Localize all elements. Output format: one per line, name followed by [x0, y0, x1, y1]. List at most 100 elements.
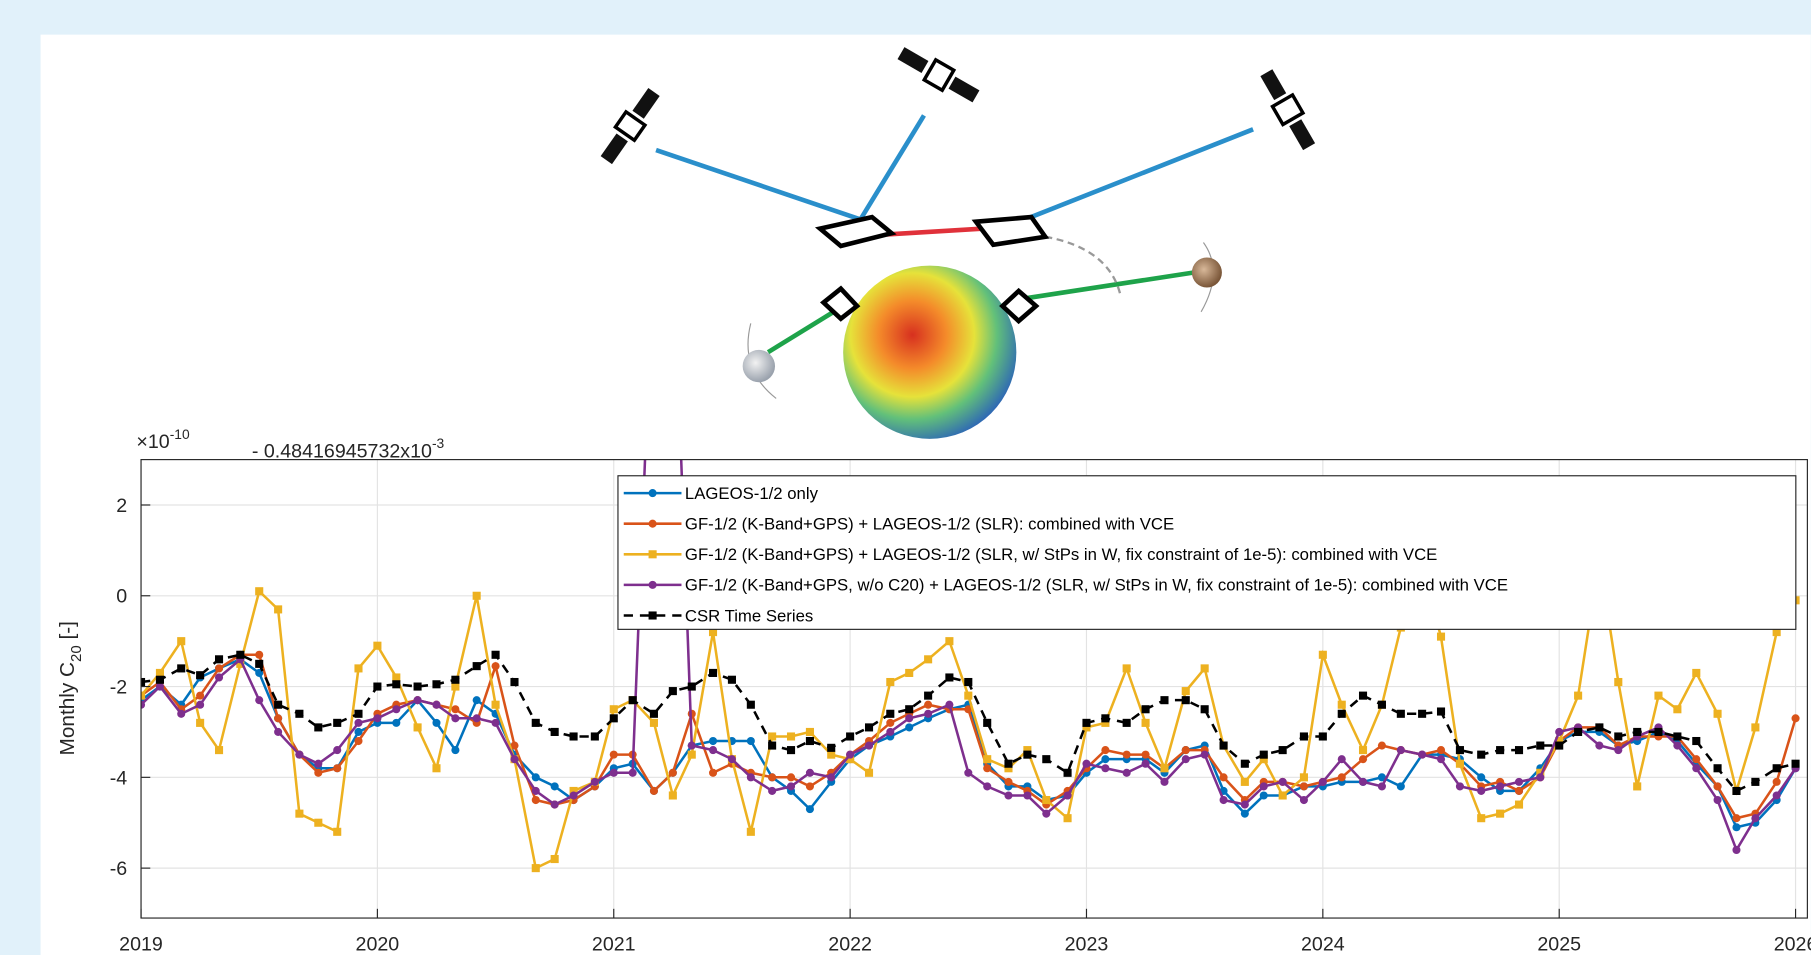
point [432, 680, 440, 688]
point [177, 664, 185, 672]
point [747, 773, 755, 781]
point [532, 787, 540, 795]
point [1614, 732, 1622, 740]
point [610, 751, 618, 759]
point [1300, 782, 1308, 790]
point [768, 742, 776, 750]
ylabel-subscript: 20 [68, 645, 85, 662]
point [1160, 696, 1168, 704]
point [747, 828, 755, 836]
point [669, 687, 677, 695]
point [865, 769, 873, 777]
point [709, 669, 717, 677]
point [492, 719, 500, 727]
point [1751, 723, 1759, 731]
point [1633, 782, 1641, 790]
point [215, 655, 223, 663]
point [649, 581, 657, 589]
point [196, 692, 204, 700]
point [1241, 778, 1249, 786]
point [1279, 746, 1287, 754]
point [1260, 791, 1268, 799]
point [1260, 782, 1268, 790]
point [1477, 787, 1485, 795]
point [1004, 791, 1012, 799]
point [787, 732, 795, 740]
point [414, 696, 422, 704]
point [532, 864, 540, 872]
point [1160, 778, 1168, 786]
point [177, 710, 185, 718]
point [964, 769, 972, 777]
point [432, 764, 440, 772]
point [983, 782, 991, 790]
point [373, 683, 381, 691]
point [1064, 769, 1072, 777]
point [1142, 719, 1150, 727]
point [1732, 787, 1740, 795]
point [1004, 760, 1012, 768]
point [1714, 796, 1722, 804]
point [945, 673, 953, 681]
point [451, 676, 459, 684]
point [1023, 751, 1031, 759]
point [314, 819, 322, 827]
point [1042, 810, 1050, 818]
point [1397, 746, 1405, 754]
point [492, 662, 500, 670]
point [1260, 751, 1268, 759]
point [1515, 746, 1523, 754]
point [709, 746, 717, 754]
y-tick-label: -6 [110, 858, 128, 880]
point [591, 778, 599, 786]
point [1338, 710, 1346, 718]
point [688, 683, 696, 691]
point [924, 710, 932, 718]
point [1279, 791, 1287, 799]
point [314, 723, 322, 731]
point [1654, 692, 1662, 700]
point [1220, 796, 1228, 804]
point [1182, 746, 1190, 754]
point [650, 719, 658, 727]
point [1241, 810, 1249, 818]
point [1064, 791, 1072, 799]
point [1042, 796, 1050, 804]
point [886, 728, 894, 736]
y-tick-label: 2 [116, 495, 127, 517]
point [1673, 742, 1681, 750]
point [1142, 705, 1150, 713]
point [295, 810, 303, 818]
point [886, 719, 894, 727]
point [709, 737, 717, 745]
point [236, 651, 244, 659]
point [1456, 746, 1464, 754]
point [1714, 764, 1722, 772]
point [1574, 728, 1582, 736]
point [414, 723, 422, 731]
point [905, 714, 913, 722]
point [354, 710, 362, 718]
x-tick-label: 2019 [119, 933, 163, 955]
point [1773, 791, 1781, 799]
point [1456, 760, 1464, 768]
point [473, 714, 481, 722]
point [669, 791, 677, 799]
point [983, 764, 991, 772]
point [1732, 846, 1740, 854]
point [1279, 778, 1287, 786]
point [1182, 687, 1190, 695]
x-tick-label: 2020 [356, 933, 400, 955]
point [314, 760, 322, 768]
point [1359, 778, 1367, 786]
figure: -6-4-20220192020202120222023202420252026… [0, 0, 1811, 955]
point [964, 692, 972, 700]
point [255, 660, 263, 668]
point [1692, 764, 1700, 772]
point [1378, 701, 1386, 709]
point [255, 651, 263, 659]
point [532, 773, 540, 781]
point [1773, 778, 1781, 786]
point [215, 664, 223, 672]
point [1123, 769, 1131, 777]
